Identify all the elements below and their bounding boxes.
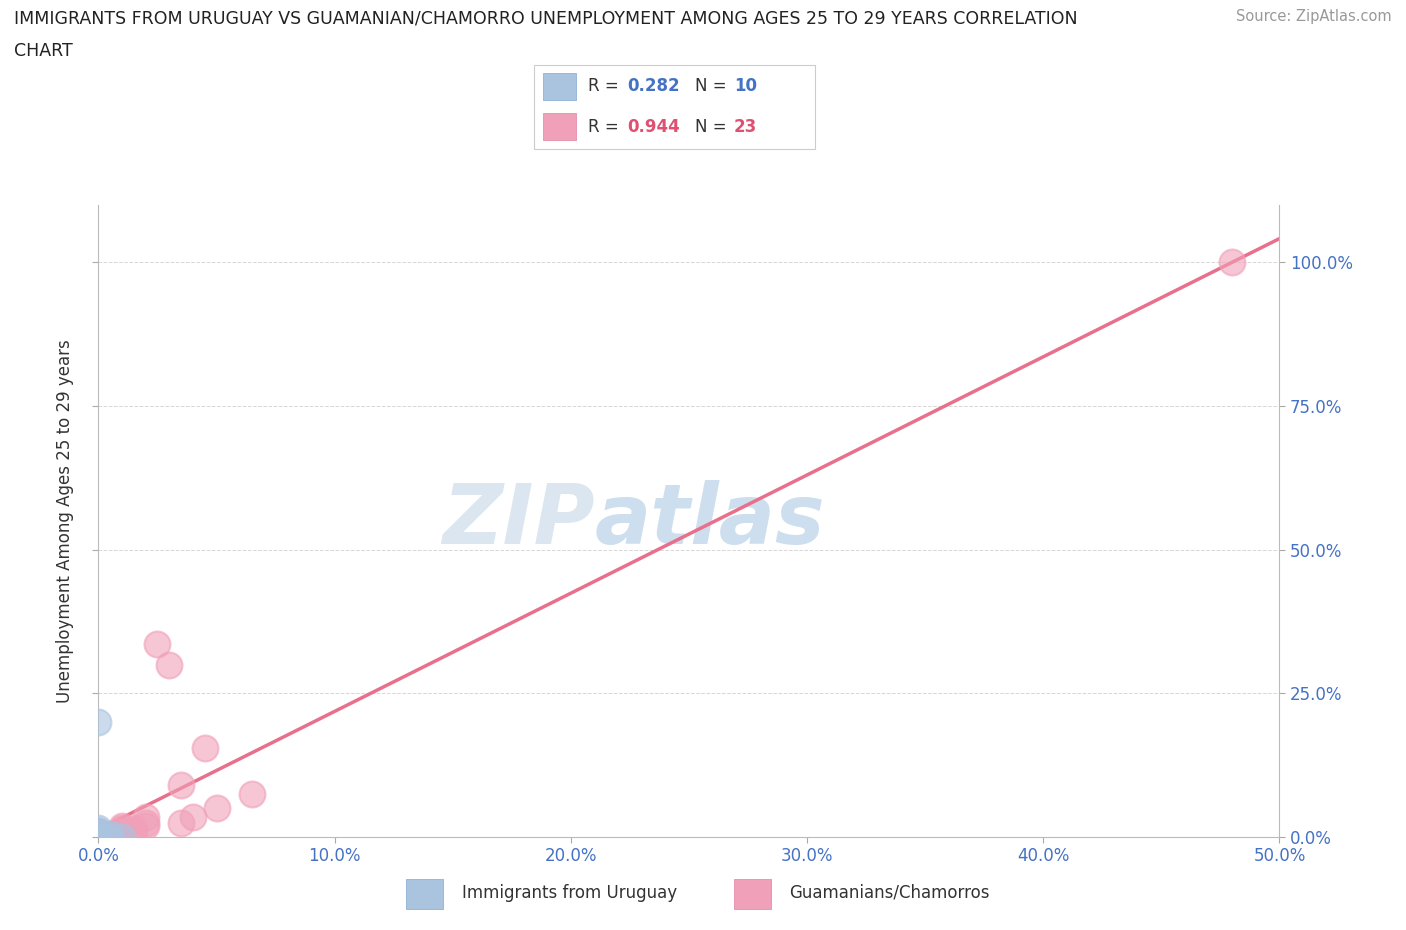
- Text: 10: 10: [734, 77, 756, 96]
- FancyBboxPatch shape: [534, 65, 815, 149]
- Point: [87, 830, 110, 844]
- Point: [87, 830, 110, 844]
- Text: Immigrants from Uruguay: Immigrants from Uruguay: [461, 884, 676, 902]
- Text: Guamanians/Chamorros: Guamanians/Chamorros: [790, 884, 990, 902]
- Point: [111, 827, 134, 842]
- Point: [87, 824, 110, 839]
- Point: [87, 824, 110, 839]
- Point: [157, 658, 180, 672]
- Text: N =: N =: [695, 117, 731, 136]
- Point: [1220, 255, 1243, 270]
- Text: 0.944: 0.944: [627, 117, 681, 136]
- Point: [135, 809, 157, 824]
- Point: [111, 818, 134, 833]
- FancyBboxPatch shape: [543, 113, 576, 140]
- Point: [240, 787, 263, 802]
- Text: R =: R =: [588, 77, 624, 96]
- Point: [98, 827, 121, 842]
- Point: [122, 821, 145, 836]
- Point: [181, 809, 204, 824]
- Point: [87, 827, 110, 842]
- Text: 0.282: 0.282: [627, 77, 679, 96]
- Y-axis label: Unemployment Among Ages 25 to 29 years: Unemployment Among Ages 25 to 29 years: [56, 339, 75, 703]
- Text: ZIP: ZIP: [441, 480, 595, 562]
- Text: CHART: CHART: [14, 42, 73, 60]
- Point: [170, 777, 193, 792]
- Point: [87, 714, 110, 729]
- Point: [205, 801, 228, 816]
- Text: R =: R =: [588, 117, 624, 136]
- Point: [122, 824, 145, 839]
- Point: [98, 827, 121, 842]
- Text: Source: ZipAtlas.com: Source: ZipAtlas.com: [1236, 9, 1392, 24]
- FancyBboxPatch shape: [406, 879, 443, 910]
- Point: [111, 824, 134, 839]
- Point: [170, 816, 193, 830]
- Point: [87, 830, 110, 844]
- Point: [111, 830, 134, 844]
- Point: [146, 637, 169, 652]
- Text: atlas: atlas: [595, 480, 825, 562]
- FancyBboxPatch shape: [734, 879, 770, 910]
- Point: [87, 830, 110, 844]
- FancyBboxPatch shape: [543, 73, 576, 100]
- Text: IMMIGRANTS FROM URUGUAY VS GUAMANIAN/CHAMORRO UNEMPLOYMENT AMONG AGES 25 TO 29 Y: IMMIGRANTS FROM URUGUAY VS GUAMANIAN/CHA…: [14, 9, 1077, 27]
- Point: [194, 740, 217, 755]
- Point: [135, 816, 157, 830]
- Point: [87, 827, 110, 842]
- Point: [135, 818, 157, 833]
- Point: [98, 830, 121, 844]
- Text: N =: N =: [695, 77, 731, 96]
- Point: [111, 821, 134, 836]
- Point: [98, 830, 121, 844]
- Text: 23: 23: [734, 117, 758, 136]
- Point: [87, 821, 110, 836]
